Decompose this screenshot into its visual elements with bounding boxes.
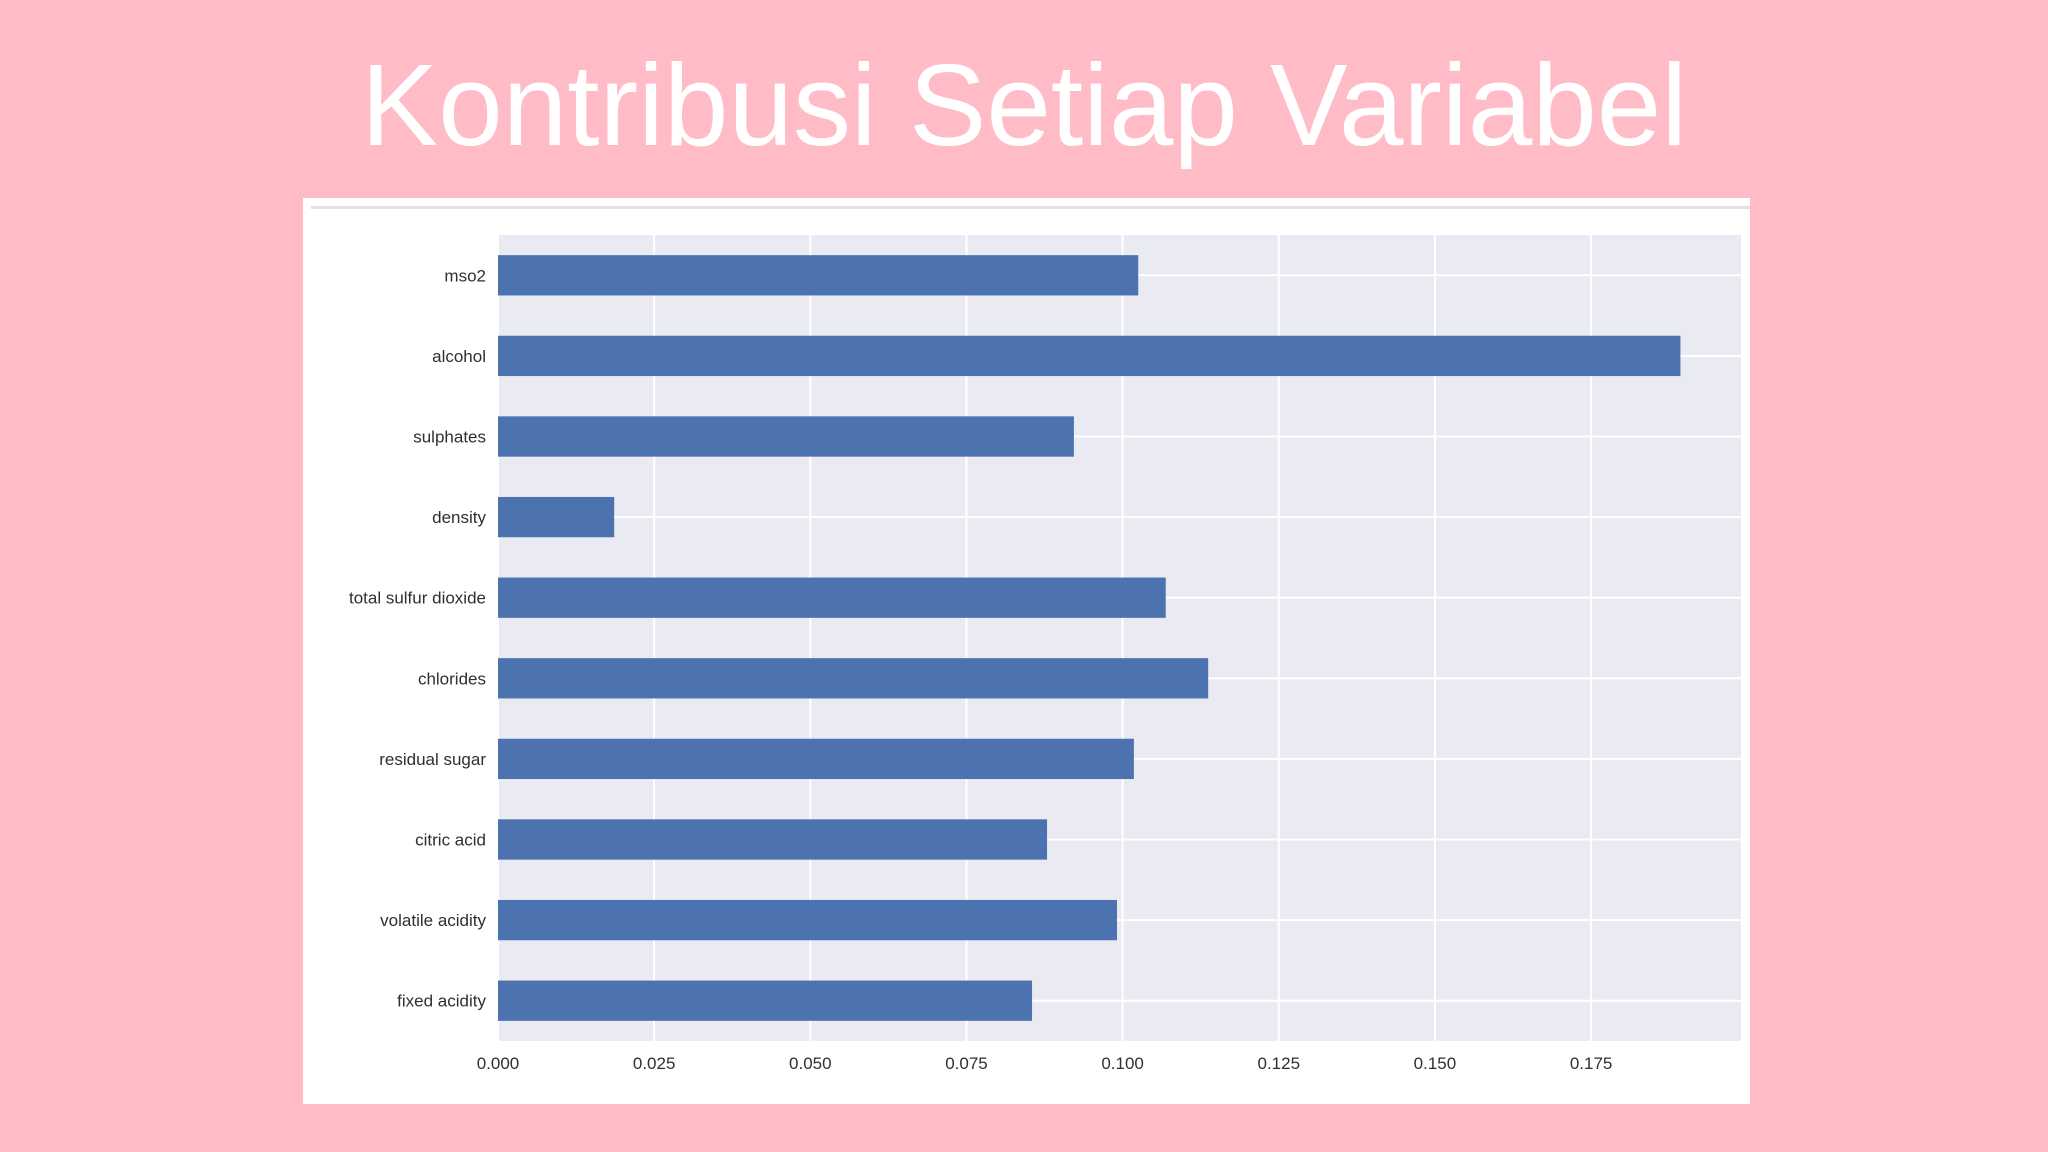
x-tick-label: 0.150 <box>1414 1054 1457 1073</box>
bar-total-sulfur-dioxide <box>498 577 1166 618</box>
x-tick-labels: 0.000 0.025 0.050 0.075 0.100 0.125 0.150 0.175 <box>477 1054 1613 1073</box>
x-tick-label: 0.025 <box>633 1054 676 1073</box>
bar-fixed-acidity <box>498 980 1033 1021</box>
bars-layer <box>498 255 1681 1021</box>
bar-chlorides <box>498 658 1209 699</box>
category-label: alcohol <box>432 347 486 366</box>
category-label: total sulfur dioxide <box>349 589 486 608</box>
category-label: volatile acidity <box>380 911 486 930</box>
bar-chart: mso2 alcohol sulphates density total sulfur … <box>349 235 1741 1073</box>
category-label: residual sugar <box>379 750 486 769</box>
x-tick-label: 0.125 <box>1258 1054 1301 1073</box>
slide-title: Kontribusi Setiap Variabel <box>360 40 1688 170</box>
category-label: density <box>432 508 486 527</box>
category-labels: mso2 alcohol sulphates density total sulfur … <box>349 266 487 1010</box>
x-tick-label: 0.175 <box>1570 1054 1613 1073</box>
bar-volatile-acidity <box>498 899 1118 941</box>
bar-mso2 <box>498 255 1139 296</box>
card-top-border <box>311 206 1750 209</box>
bar-alcohol <box>498 335 1681 377</box>
category-label: chlorides <box>418 669 486 688</box>
category-label: fixed acidity <box>397 992 486 1011</box>
category-label: citric acid <box>415 831 486 850</box>
x-tick-label: 0.000 <box>477 1054 520 1073</box>
bar-citric-acid <box>498 819 1048 860</box>
x-tick-label: 0.050 <box>789 1054 832 1073</box>
x-tick-label: 0.100 <box>1101 1054 1144 1073</box>
category-label: mso2 <box>444 266 486 285</box>
bar-density <box>498 496 615 538</box>
x-tick-label: 0.075 <box>945 1054 988 1073</box>
chart-card: mso2 alcohol sulphates density total sulfur … <box>303 198 1750 1104</box>
bar-sulphates <box>498 416 1074 457</box>
bar-residual-sugar <box>498 738 1134 780</box>
category-label: sulphates <box>413 428 486 447</box>
